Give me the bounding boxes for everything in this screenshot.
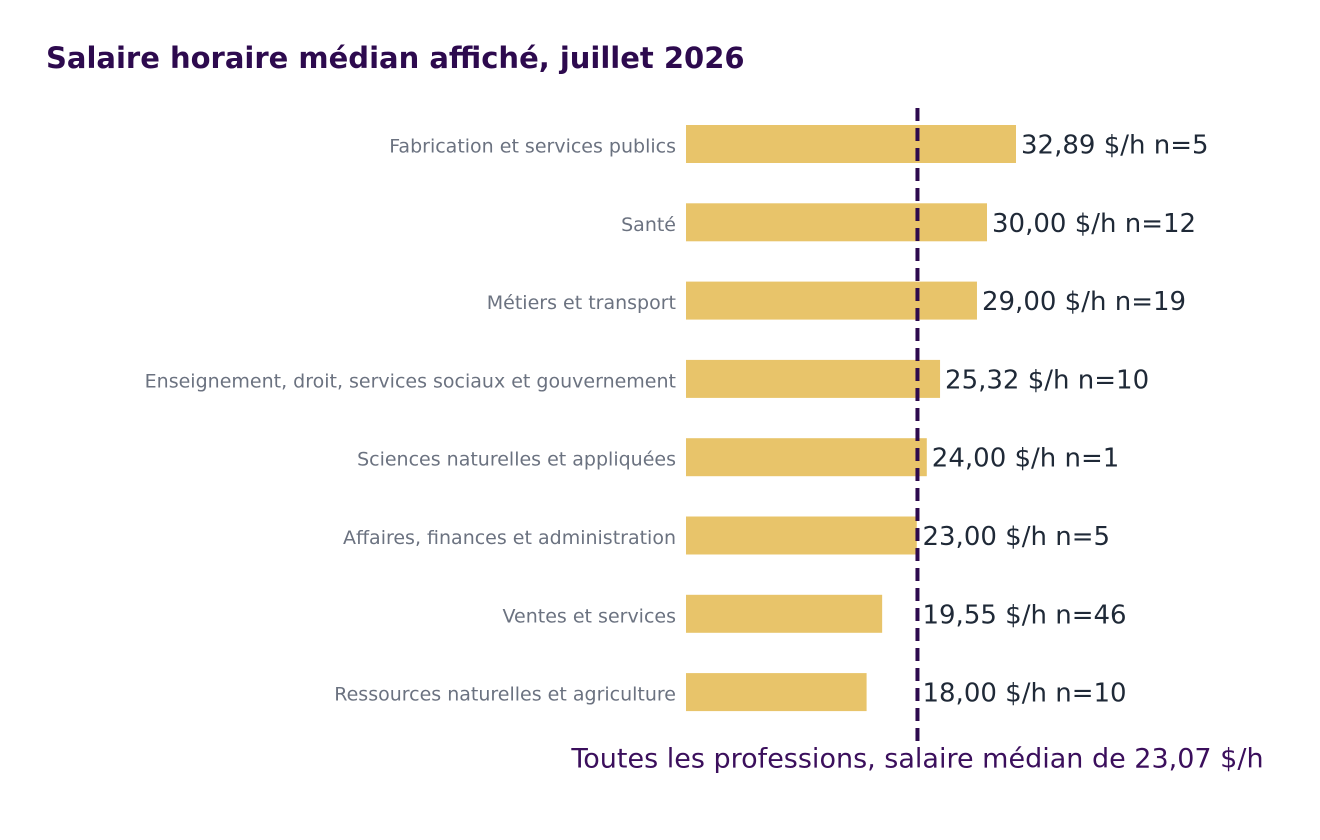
bar	[686, 594, 883, 633]
category-label: Enseignement, droit, services sociaux et…	[145, 370, 676, 392]
category-label: Sciences naturelles et appliquées	[357, 449, 676, 471]
value-label: 30,00 $/h n=12	[992, 209, 1196, 239]
category-label: Santé	[621, 214, 676, 236]
value-label: 19,55 $/h n=46	[922, 600, 1126, 630]
value-label: 25,32 $/h n=10	[945, 365, 1149, 395]
bar	[686, 359, 941, 398]
category-label: Ressources naturelles et agriculture	[334, 684, 676, 706]
value-label: 18,00 $/h n=10	[922, 679, 1126, 709]
bar	[686, 673, 867, 712]
category-label: Métiers et transport	[487, 292, 676, 314]
category-label: Ventes et services	[503, 605, 676, 627]
bar	[686, 281, 977, 320]
value-label: 23,00 $/h n=5	[922, 522, 1110, 552]
category-label: Affaires, finances et administration	[343, 527, 676, 549]
value-label: 24,00 $/h n=1	[932, 444, 1120, 474]
reference-label: Toutes les professions, salaire médian d…	[570, 744, 1263, 775]
chart-title: Salaire horaire médian affiché, juillet …	[46, 41, 745, 75]
category-label: Fabrication et services publics	[389, 136, 676, 158]
bar	[686, 203, 988, 242]
bar	[686, 516, 917, 555]
bar	[686, 125, 1016, 163]
bar	[686, 438, 927, 477]
value-label: 29,00 $/h n=19	[982, 287, 1186, 317]
value-label: 32,89 $/h n=5	[1021, 131, 1209, 161]
